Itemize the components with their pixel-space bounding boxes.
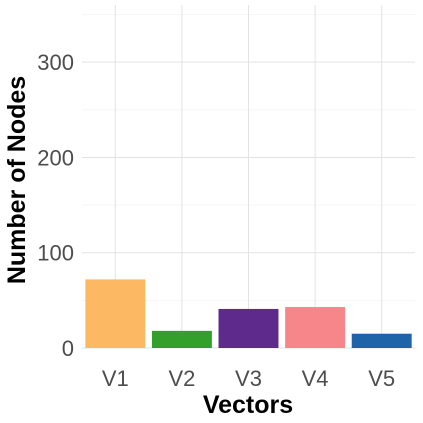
x-tick-label: V5 [368, 366, 395, 391]
x-axis-title: Vectors [203, 391, 293, 419]
x-tick-label: V1 [102, 366, 129, 391]
x-tick-label: V4 [302, 366, 329, 391]
y-axis-title: Number of Nodes [3, 76, 31, 284]
y-tick-label: 300 [37, 50, 74, 75]
x-tick-label: V2 [168, 366, 195, 391]
y-tick-label: 100 [37, 241, 74, 266]
bar-v1 [85, 279, 146, 348]
bar-v2 [151, 330, 212, 348]
y-tick-labels: 0 100 200 300 [37, 50, 74, 361]
bar-v4 [285, 307, 346, 348]
x-tick-labels: V1 V2 V3 V4 V5 [102, 366, 395, 391]
x-tick-label: V3 [235, 366, 262, 391]
y-tick-label: 200 [37, 145, 74, 170]
bar-v5 [351, 333, 412, 348]
bar-v3 [218, 308, 279, 348]
y-tick-label: 0 [62, 336, 74, 361]
bars [85, 279, 412, 348]
